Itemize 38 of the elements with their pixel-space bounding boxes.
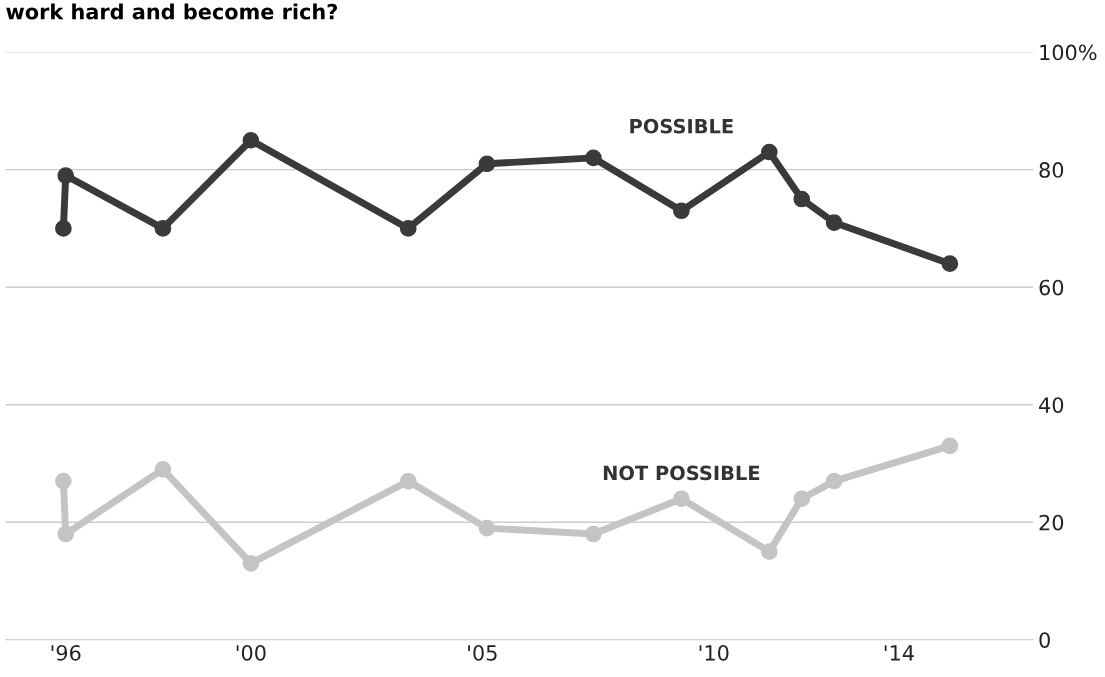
x-tick-label: '96 — [51, 644, 81, 661]
y-tick-label: 20 — [1039, 514, 1064, 531]
x-tick-label: '10 — [699, 644, 729, 661]
y-tick-label: 60 — [1039, 279, 1064, 296]
point — [941, 255, 959, 273]
point — [242, 555, 260, 572]
point — [793, 190, 811, 208]
series-label: POSSIBLE — [630, 118, 733, 134]
point — [825, 214, 843, 231]
point — [242, 131, 260, 149]
y-tick-label: 40 — [1039, 397, 1064, 413]
point — [941, 437, 959, 455]
point — [55, 472, 72, 490]
point — [585, 525, 602, 543]
point — [825, 472, 843, 490]
y-tick-label: 100% — [1040, 44, 1097, 61]
point — [399, 220, 417, 237]
point — [673, 202, 690, 220]
chart-title: work hard and become rich? — [6, 3, 337, 20]
x-tick-label: '05 — [468, 644, 497, 661]
series-label: NOT POSSIBLE — [603, 465, 760, 481]
point — [793, 490, 811, 508]
x-tick-label: '00 — [236, 644, 266, 661]
point — [154, 220, 172, 237]
point — [760, 543, 778, 560]
y-tick-label: 80 — [1039, 162, 1064, 178]
point — [57, 167, 75, 184]
point — [673, 490, 690, 508]
point — [478, 155, 496, 173]
point — [154, 461, 172, 478]
point — [760, 143, 778, 161]
x-tick-label: '14 — [884, 645, 914, 661]
point — [399, 472, 417, 490]
point — [57, 525, 75, 543]
point — [55, 220, 72, 237]
y-tick-label: 0 — [1039, 632, 1050, 648]
point — [585, 149, 602, 167]
point — [478, 519, 496, 537]
